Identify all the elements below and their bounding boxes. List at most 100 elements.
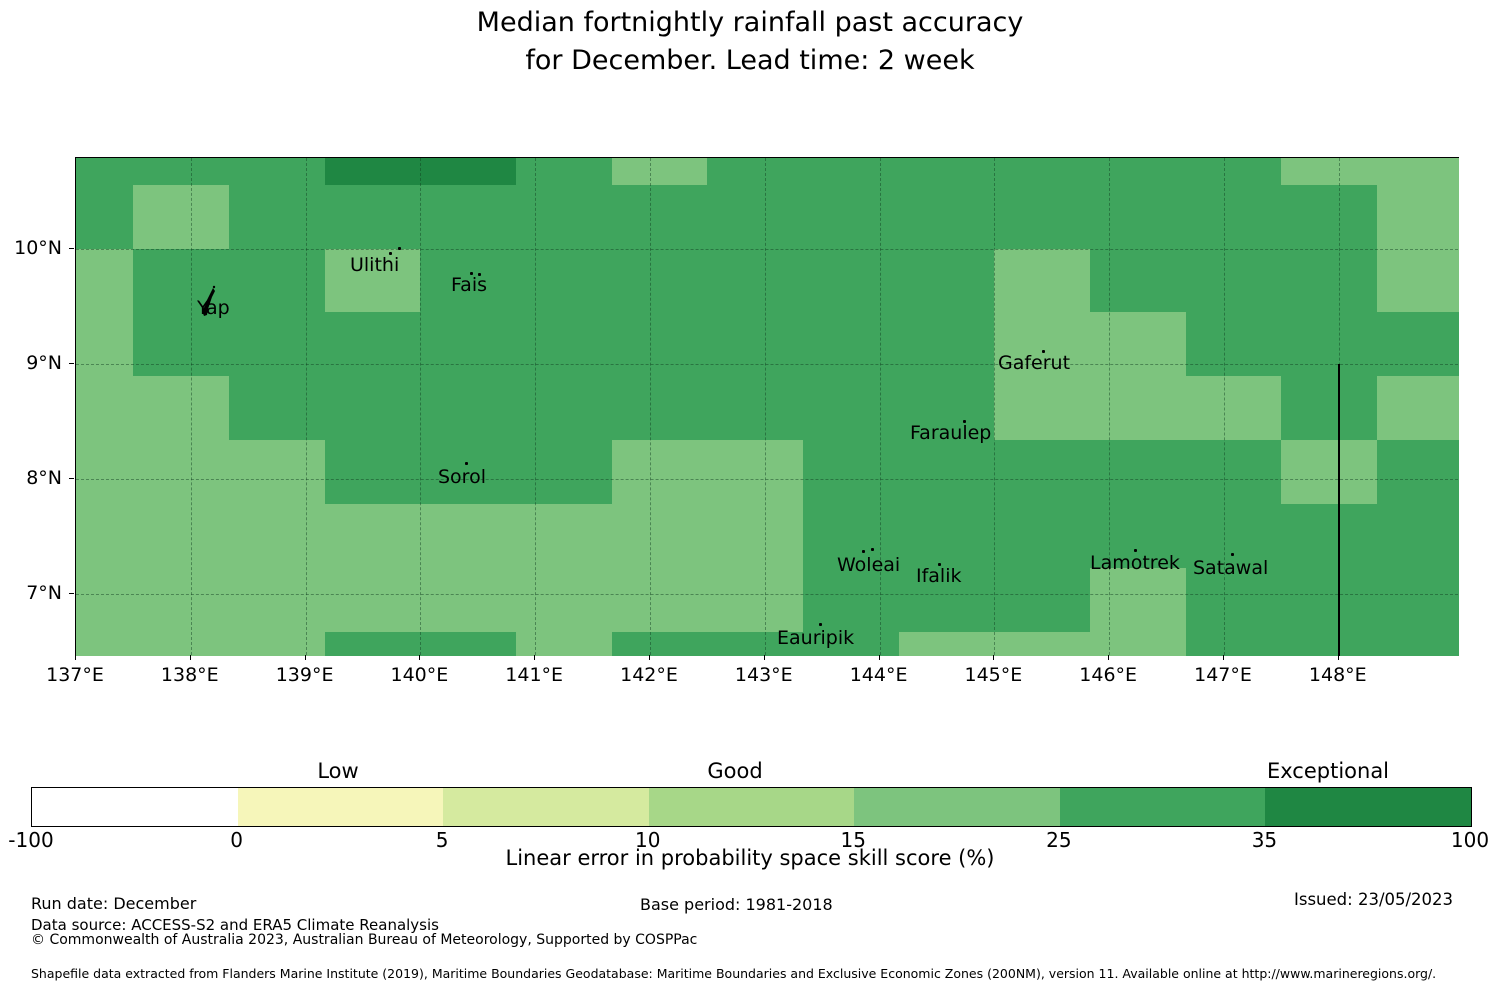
colorbar-tick-label: 35 [1251, 828, 1278, 852]
grid-cell [516, 376, 613, 441]
grid-cell [707, 504, 804, 569]
grid-cell [229, 312, 326, 377]
graticule-meridian [994, 158, 996, 655]
grid-cell [611, 158, 709, 186]
island-label-lamotrek: Lamotrek [1090, 552, 1180, 574]
figure-title-line1: Median fortnightly rainfall past accurac… [476, 7, 1024, 38]
graticule-meridian [535, 158, 537, 655]
colorbar-segment [443, 788, 650, 826]
x-axis-tick-label: 141°E [505, 664, 564, 686]
x-axis-tickmark [1223, 655, 1224, 660]
grid-cell [707, 184, 804, 250]
grid-cell [1185, 248, 1283, 314]
grid-cell [1281, 312, 1378, 377]
issued-date-text: Issued: 23/05/2023 [1294, 890, 1454, 909]
grid-cell [1377, 312, 1459, 377]
grid-cell [229, 504, 326, 569]
grid-cell [803, 312, 900, 377]
grid-cell [803, 567, 900, 633]
grid-cell [324, 631, 422, 657]
grid-cell [1377, 631, 1459, 657]
colorbar-zone-label-exceptional: Exceptional [1266, 759, 1390, 783]
x-axis-tickmark [878, 655, 880, 660]
grid-cell [611, 312, 709, 377]
y-axis-tickmark [69, 247, 74, 249]
shapefile-attribution-text: Shapefile data extracted from Flanders M… [31, 966, 1437, 981]
grid-cell [229, 248, 326, 314]
grid-cell [133, 158, 230, 186]
island-marker-dot [963, 420, 966, 423]
grid-cell [516, 567, 613, 633]
grid-cell [1377, 248, 1459, 314]
graticule-parallel [76, 363, 1458, 365]
grid-cell [1281, 376, 1378, 441]
graticule-parallel [76, 478, 1458, 480]
grid-cell [324, 376, 422, 441]
colorbar-tick-label: 10 [634, 828, 661, 852]
grid-cell [1185, 184, 1283, 250]
island-label-ifalik: Ifalik [916, 565, 962, 587]
grid-cell [994, 158, 1091, 186]
grid-cell [1090, 312, 1187, 377]
copyright-text: © Commonwealth of Australia 2023, Austra… [31, 932, 698, 948]
grid-cell [324, 504, 422, 569]
grid-cell [324, 312, 422, 377]
grid-cell [1377, 376, 1459, 441]
grid-cell [611, 248, 709, 314]
grid-cell [516, 248, 613, 314]
grid-cell [420, 631, 517, 657]
colorbar-tick-label: -100 [8, 828, 54, 852]
grid-cell [516, 440, 613, 505]
island-marker-dot [1042, 350, 1045, 353]
colorbar-segment [854, 788, 1061, 826]
run-date-text: Run date: December [31, 894, 197, 913]
grid-cell [76, 631, 135, 657]
colorbar-tick-label: 15 [840, 828, 867, 852]
grid-cell [898, 567, 996, 633]
grid-cell [611, 504, 709, 569]
grid-cell [1185, 312, 1283, 377]
island-marker-dot [398, 247, 401, 250]
x-axis-tick-label: 137°E [46, 664, 104, 686]
x-axis-tick-label: 145°E [964, 664, 1023, 686]
grid-cell [707, 440, 804, 505]
island-label-eauripik: Eauripik [777, 627, 855, 649]
colorbar [31, 787, 1472, 827]
grid-cell [1090, 248, 1187, 314]
grid-cell [1377, 184, 1459, 250]
x-axis-tickmark [189, 655, 191, 660]
island-label-fais: Fais [451, 274, 488, 296]
x-axis-tickmark [649, 655, 650, 660]
grid-cell [76, 504, 135, 569]
x-axis-tick-label: 146°E [1079, 664, 1138, 686]
colorbar-segment [648, 788, 855, 826]
grid-cell [803, 504, 900, 569]
grid-cell [898, 158, 996, 186]
y-axis-tick-label: 7°N [26, 581, 62, 604]
grid-cell [420, 248, 517, 314]
grid-cell [516, 312, 613, 377]
grid-cell [803, 440, 900, 505]
x-axis-tick-label: 147°E [1194, 664, 1252, 686]
grid-cell [516, 631, 613, 657]
y-axis-tickmark [69, 477, 74, 479]
x-axis-tickmark [993, 655, 995, 660]
grid-cell [420, 504, 517, 569]
grid-cell [76, 312, 135, 377]
grid-cell [994, 567, 1091, 633]
map-plot-area: Yap Ulithi Fais Gaferut Faraulep Sorol Woleai I… [75, 157, 1459, 657]
grid-cell [133, 312, 230, 377]
grid-cell [803, 631, 900, 657]
graticule-parallel [76, 593, 1458, 595]
graticule-meridian [1109, 158, 1111, 655]
x-axis-tick-label: 143°E [734, 664, 793, 686]
colorbar-tick-label: 100 [1450, 828, 1490, 852]
grid-cell [1185, 504, 1283, 569]
y-axis-tickmark [69, 592, 74, 594]
grid-cell [420, 440, 517, 505]
grid-cell [1185, 567, 1283, 633]
grid-cell [76, 184, 135, 250]
x-axis-tickmark [1108, 655, 1110, 660]
grid-cell [420, 376, 517, 441]
grid-cell [1281, 158, 1378, 186]
